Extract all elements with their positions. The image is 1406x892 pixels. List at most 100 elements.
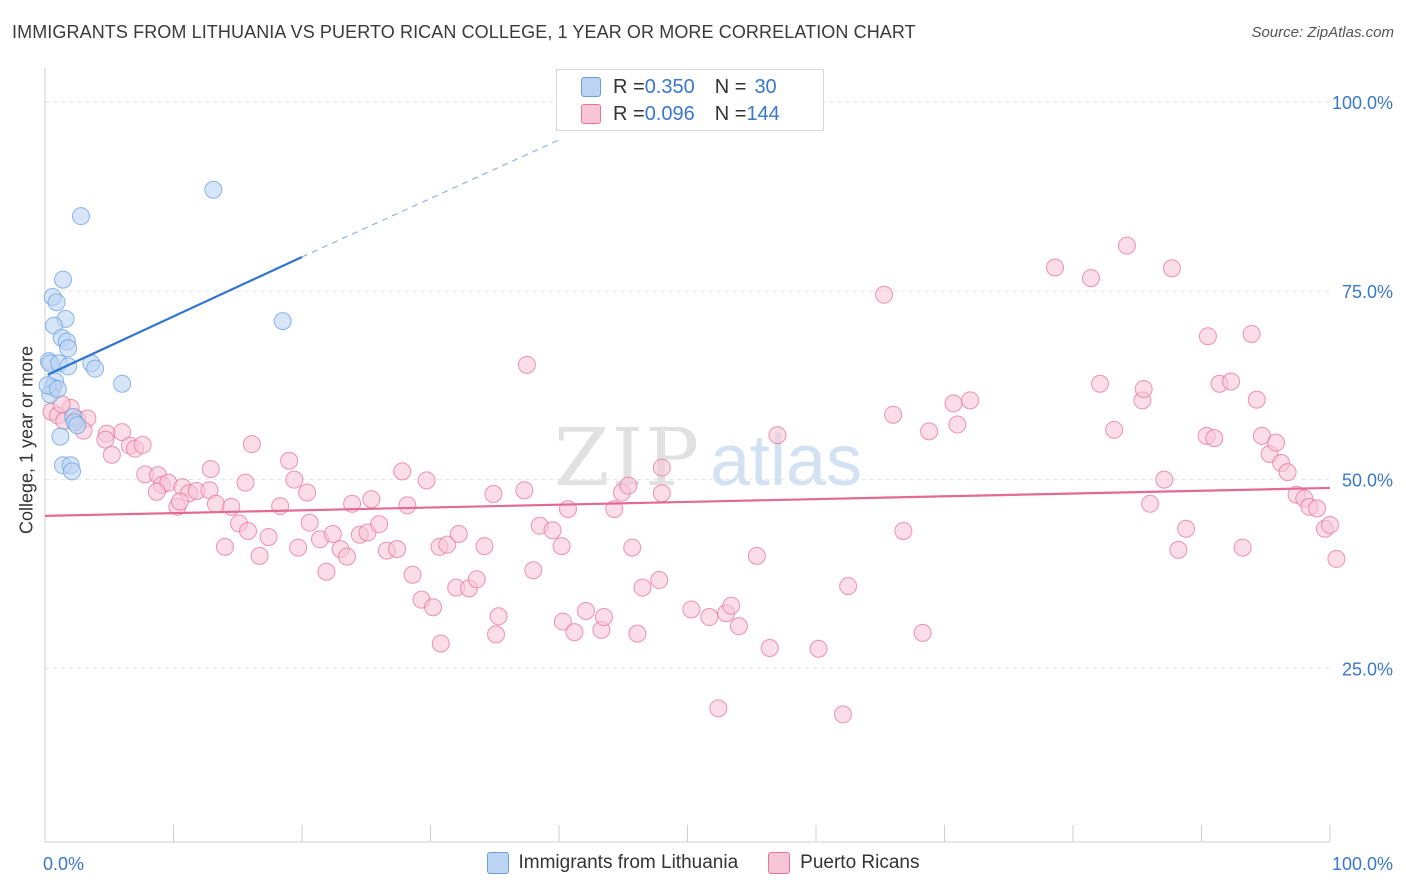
data-point-lithuania [68,416,87,435]
correlation-legend: R = 0.350 N = 30 R = 0.096 N = 144 [556,69,824,131]
data-point-lithuania [273,312,292,331]
legend-row-lithuania: R = 0.350 N = 30 [581,75,777,99]
series-legend: Immigrants from Lithuania Puerto Ricans [0,852,1406,874]
n-label: N = [714,102,747,125]
data-point-puerto-ricans [317,562,336,581]
data-point-puerto-ricans [682,600,701,619]
data-point-puerto-ricans [1134,380,1153,399]
data-point-puerto-ricans [239,521,258,540]
y-tick-label: 25.0% [1342,659,1393,679]
data-point-puerto-ricans [565,623,584,642]
data-point-lithuania [71,207,90,226]
data-point-puerto-ricans [1105,420,1124,439]
data-point-puerto-ricans [201,460,220,479]
series-puerto-ricans [42,236,1346,724]
trend-line-lithuania [47,255,303,376]
data-point-puerto-ricans [553,612,572,631]
data-point-puerto-ricans [633,578,652,597]
data-point-puerto-ricans [1141,494,1160,513]
data-point-puerto-ricans [650,571,669,590]
data-point-lithuania [113,374,132,393]
data-point-puerto-ricans [1222,372,1241,391]
data-point-puerto-ricans [552,537,571,556]
data-point-puerto-ricans [484,484,503,503]
data-point-puerto-ricans [1242,324,1261,343]
legend-swatch-lithuania [486,852,509,874]
data-point-puerto-ricans [388,540,407,559]
legend-swatch-puerto-ricans [768,852,791,874]
data-point-puerto-ricans [1278,463,1297,482]
tick-labels: 25.0% 50.0% 75.0% 100.0% 0.0% 100.0% [43,93,1393,874]
legend-swatch-puerto-ricans [581,104,601,124]
data-point-puerto-ricans [628,624,647,643]
data-point-lithuania [48,380,67,399]
data-point-puerto-ricans [250,546,269,565]
data-point-puerto-ricans [652,458,671,477]
r-label: R = [613,102,645,125]
data-point-puerto-ricans [913,623,932,642]
watermark: ZIP atlas [554,411,862,504]
data-point-puerto-ricans [403,565,422,584]
legend-item-puerto-ricans[interactable]: Puerto Ricans [768,852,920,874]
trend-line-puerto-ricans [44,486,1331,517]
data-point-puerto-ricans [96,430,115,449]
data-point-puerto-ricans [133,435,152,454]
data-point-puerto-ricans [884,405,903,424]
data-point-puerto-ricans [489,607,508,626]
data-point-puerto-ricans [449,525,468,543]
data-point-puerto-ricans [760,638,779,657]
legend-label-lithuania: Immigrants from Lithuania [518,852,739,873]
data-point-puerto-ricans [280,451,299,470]
legend-item-lithuania[interactable]: Immigrants from Lithuania [486,852,739,874]
trend-lines [44,139,1331,517]
data-point-puerto-ricans [768,426,787,445]
n-value-puerto-ricans: 144 [746,102,780,125]
data-point-lithuania [59,339,78,358]
data-point-puerto-ricans [1081,269,1100,288]
data-point-puerto-ricans [619,476,638,495]
y-tick-label: 100.0% [1332,93,1393,113]
data-point-puerto-ricans [517,355,536,374]
data-point-puerto-ricans [1177,519,1196,538]
r-value-puerto-ricans: 0.096 [644,102,695,125]
data-point-puerto-ricans [652,484,671,503]
data-point-puerto-ricans [362,490,381,509]
data-point-puerto-ricans [722,596,741,615]
source-credit: Source: ZipAtlas.com [1251,24,1394,41]
x-tick-label: 100.0% [1332,854,1393,874]
data-point-puerto-ricans [1090,374,1109,393]
data-point-puerto-ricans [605,500,624,519]
data-point-puerto-ricans [438,535,457,554]
data-point-puerto-ricans [920,422,939,441]
data-point-lithuania [62,462,81,481]
data-point-puerto-ricans [875,285,894,304]
data-point-puerto-ricans [398,496,417,515]
data-point-puerto-ricans [594,608,613,627]
data-point-puerto-ricans [700,608,719,627]
data-point-puerto-ricans [467,570,486,589]
data-point-puerto-ricans [1169,540,1188,559]
data-point-puerto-ricans [747,546,766,565]
data-point-puerto-ricans [1233,538,1252,557]
data-point-puerto-ricans [431,634,450,653]
data-point-puerto-ricans [809,639,828,658]
y-axis-label: College, 1 year or more [16,345,37,535]
n-label: N = [714,75,747,98]
data-point-puerto-ricans [1198,327,1217,346]
data-point-puerto-ricans [1046,258,1065,277]
data-point-puerto-ricans [300,513,319,532]
data-point-puerto-ricans [323,525,342,543]
data-point-puerto-ricans [417,471,436,490]
data-point-puerto-ricans [576,602,595,620]
y-tick-label: 75.0% [1342,282,1393,302]
data-point-puerto-ricans [242,435,261,454]
series-lithuania [38,180,292,481]
data-point-puerto-ricans [1205,429,1224,448]
data-point-puerto-ricans [236,473,255,492]
trend-line-lithuania-extension [301,139,560,258]
chart-title: IMMIGRANTS FROM LITHUANIA VS PUERTO RICA… [12,22,916,42]
data-point-puerto-ricans [524,561,543,580]
data-point-puerto-ricans [948,415,967,434]
data-point-puerto-ricans [1321,515,1339,534]
